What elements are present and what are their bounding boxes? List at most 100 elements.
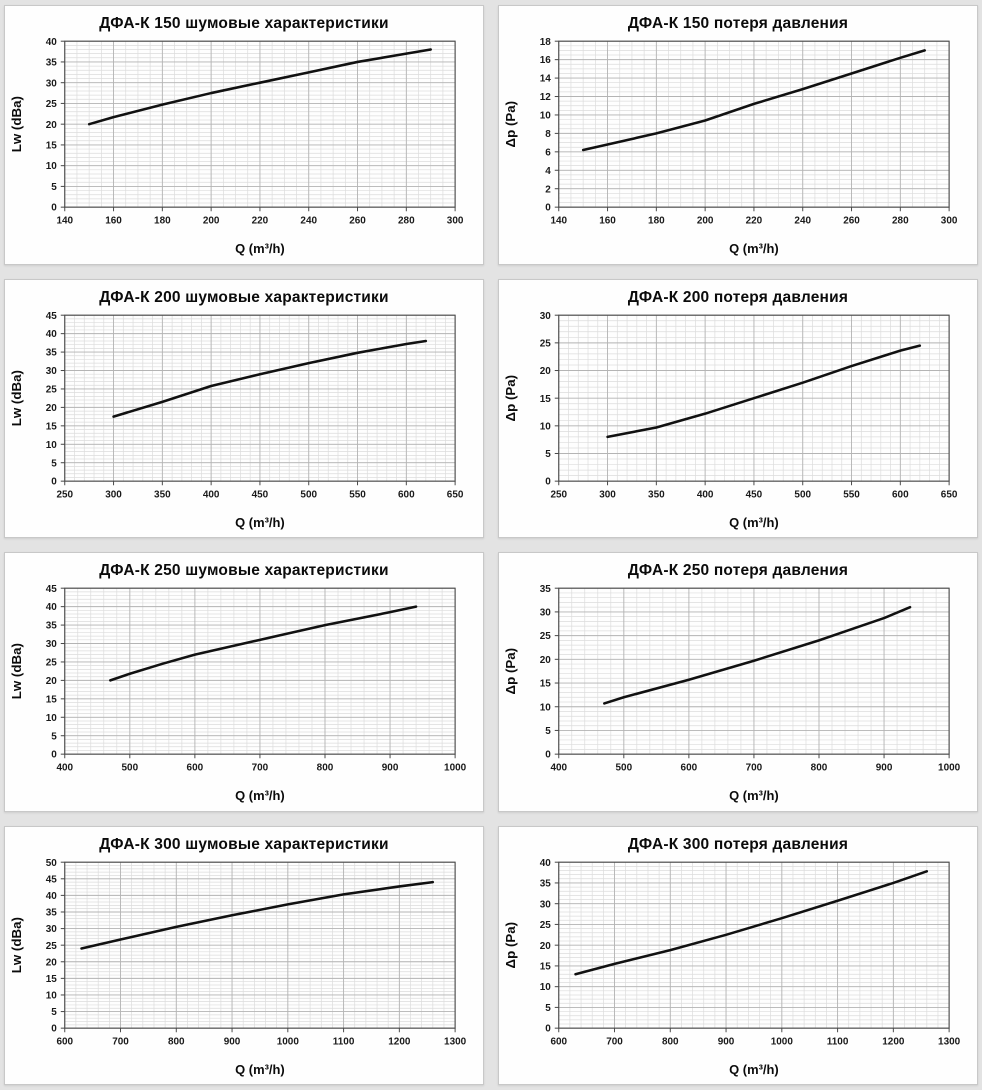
y-tick-label: 5 [545, 1002, 551, 1013]
y-axis-title: Δp (Pa) [503, 374, 518, 421]
y-tick-label: 30 [540, 607, 551, 618]
axis-ticks [60, 40, 456, 212]
chart-plot: 600 700 800 900 1000 1100 1200 1300 0 5 10 15 20 25 30… [9, 857, 466, 1077]
x-tick-label: 300 [599, 489, 616, 500]
chart-plot: 400 500 600 700 800 900 1000 0 5 10 15 20 25 30 35 Q (m… [503, 584, 961, 804]
data-curve [603, 605, 912, 705]
y-axis-title: Δp (Pa) [503, 101, 518, 148]
major-gridlines [64, 587, 456, 755]
y-tick-label: 5 [545, 448, 551, 459]
x-tick-label: 260 [349, 215, 366, 226]
x-tick-labels: 140 160 180 200 220 240 260 280 300 [56, 215, 463, 226]
x-tick-label: 300 [105, 489, 122, 500]
axis-ticks [554, 861, 950, 1032]
x-tick-label: 1000 [444, 762, 467, 773]
y-tick-label: 20 [46, 957, 57, 968]
x-tick-label: 600 [187, 762, 204, 773]
y-tick-label: 30 [540, 899, 551, 910]
x-tick-label: 220 [252, 215, 269, 226]
x-tick-label: 400 [56, 762, 73, 773]
y-tick-labels: 0 5 10 15 20 25 30 35 40 [46, 37, 57, 214]
y-tick-label: 15 [46, 140, 57, 151]
x-tick-label: 600 [398, 489, 415, 500]
y-tick-label: 6 [545, 147, 551, 158]
y-tick-label: 0 [545, 1023, 551, 1034]
x-tick-label: 800 [811, 762, 828, 773]
data-curve [581, 49, 926, 152]
x-tick-label: 600 [56, 1036, 73, 1047]
axis-ticks [60, 314, 456, 485]
x-tick-label: 650 [447, 489, 464, 500]
y-tick-label: 14 [540, 74, 551, 85]
y-tick-label: 40 [46, 37, 57, 48]
y-tick-label: 20 [540, 655, 551, 666]
y-axis-title: Lw (dBa) [9, 370, 24, 426]
y-tick-label: 8 [545, 129, 551, 140]
x-tick-label: 600 [892, 489, 909, 500]
y-tick-labels: 0 5 10 15 20 25 30 35 40 45 50 [46, 857, 57, 1034]
y-tick-label: 20 [540, 365, 551, 376]
y-tick-label: 5 [51, 731, 57, 742]
chart-title: ДФА-К 250 потеря давления [627, 562, 849, 579]
y-tick-label: 50 [46, 857, 57, 868]
y-tick-label: 18 [540, 37, 551, 48]
y-tick-label: 0 [51, 203, 57, 214]
x-tick-label: 450 [746, 489, 763, 500]
y-tick-label: 40 [540, 857, 551, 868]
x-tick-label: 900 [382, 762, 399, 773]
y-tick-label: 25 [46, 384, 57, 395]
x-tick-label: 550 [349, 489, 366, 500]
y-axis-title: Lw (dBa) [9, 917, 24, 973]
y-tick-label: 25 [46, 940, 57, 951]
chart-plot: 250 300 350 400 450 500 550 600 650 0 5 10 15 20 25 30 3… [9, 310, 464, 530]
y-tick-label: 12 [540, 92, 551, 103]
x-tick-label: 600 [681, 762, 698, 773]
data-curve [606, 343, 922, 438]
x-axis-title: Q (m³/h) [729, 1062, 779, 1077]
y-tick-label: 4 [545, 166, 551, 177]
x-tick-label: 500 [794, 489, 811, 500]
x-tick-labels: 400 500 600 700 800 900 1000 [56, 762, 466, 773]
y-tick-label: 0 [545, 476, 551, 487]
chart-title: ДФА-К 250 шумовые характеристики [99, 562, 389, 579]
y-tick-label: 30 [46, 924, 57, 935]
chart-panel: ДФА-К 200 шумовые характеристики 250 300 3… [4, 278, 484, 538]
x-tick-label: 180 [154, 215, 171, 226]
x-axis-title: Q (m³/h) [729, 515, 779, 530]
x-tick-label: 400 [550, 762, 567, 773]
x-tick-label: 1100 [827, 1036, 849, 1047]
x-tick-labels: 600 700 800 900 1000 1100 1200 1300 [550, 1036, 960, 1047]
x-tick-label: 500 [300, 489, 317, 500]
axis-ticks [60, 861, 456, 1032]
y-tick-label: 10 [46, 439, 57, 450]
y-axis-title: Δp (Pa) [503, 921, 518, 968]
x-tick-label: 400 [203, 489, 220, 500]
x-tick-label: 500 [616, 762, 633, 773]
x-tick-labels: 250 300 350 400 450 500 550 600 650 [56, 489, 463, 500]
x-tick-label: 1300 [938, 1036, 961, 1047]
y-tick-label: 0 [51, 476, 57, 487]
major-gridlines [558, 40, 950, 208]
x-tick-label: 800 [317, 762, 334, 773]
y-tick-label: 35 [540, 584, 551, 595]
x-tick-label: 1000 [277, 1036, 300, 1047]
x-tick-label: 800 [168, 1036, 185, 1047]
x-tick-label: 220 [746, 215, 763, 226]
chart-panel: ДФА-К 150 потеря давления 140 160 180 200 22… [498, 5, 978, 265]
chart-plot: 600 700 800 900 1000 1100 1200 1300 0 5 10 15 20 25 30… [503, 857, 960, 1077]
x-tick-label: 300 [941, 215, 958, 226]
axis-ticks [554, 314, 950, 485]
x-tick-label: 700 [112, 1036, 129, 1047]
x-tick-label: 1000 [938, 762, 961, 773]
x-tick-label: 500 [122, 762, 139, 773]
y-tick-label: 20 [46, 402, 57, 413]
x-tick-label: 400 [697, 489, 714, 500]
chart-title: ДФА-К 150 потеря давления [627, 15, 849, 32]
x-tick-label: 240 [794, 215, 811, 226]
y-tick-label: 25 [46, 99, 57, 110]
x-tick-label: 700 [606, 1036, 623, 1047]
x-tick-label: 800 [662, 1036, 679, 1047]
y-tick-labels: 0 5 10 15 20 25 30 35 [540, 584, 551, 761]
x-tick-label: 1200 [882, 1036, 905, 1047]
